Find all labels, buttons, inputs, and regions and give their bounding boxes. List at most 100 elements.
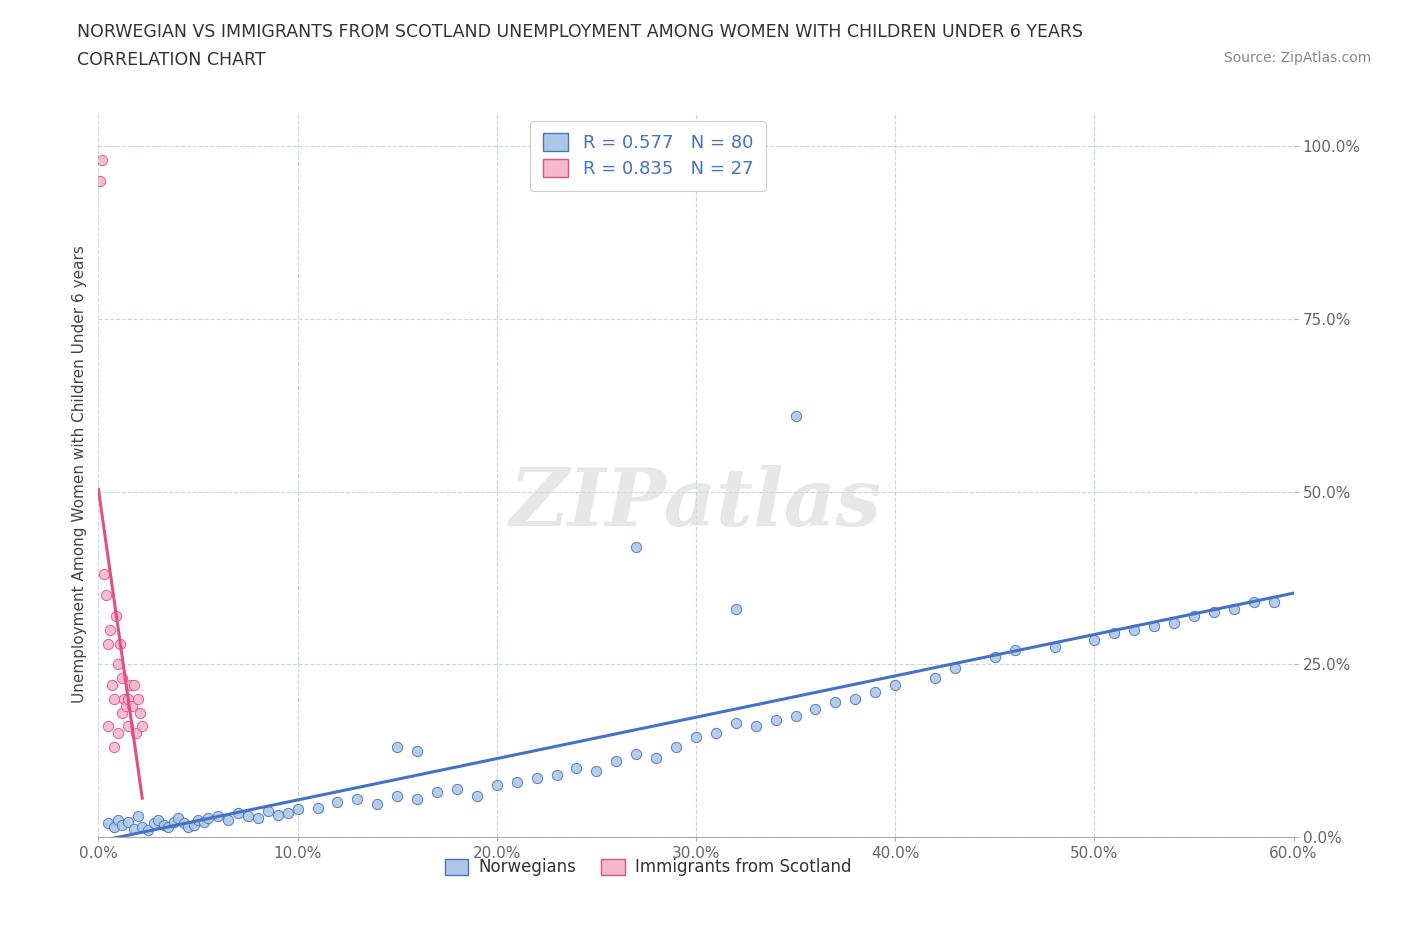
Point [117, 815, 139, 830]
Point [129, 705, 152, 720]
Point [246, 810, 269, 825]
Point [546, 767, 568, 782]
Point [585, 764, 607, 778]
Point [173, 816, 195, 830]
Point [465, 788, 488, 803]
Text: CORRELATION CHART: CORRELATION CHART [77, 51, 266, 69]
Point [97, 816, 120, 830]
Point [844, 691, 866, 706]
Point [143, 816, 166, 830]
Point [120, 678, 142, 693]
Point [326, 795, 349, 810]
Point [127, 691, 149, 706]
Point [103, 819, 125, 834]
Point [236, 809, 259, 824]
Point [865, 684, 887, 699]
Point [426, 785, 449, 800]
Point [121, 698, 143, 713]
Point [111, 705, 134, 720]
Point [267, 807, 290, 822]
Point [127, 809, 149, 824]
Point [605, 753, 627, 768]
Point [256, 804, 278, 818]
Point [1104, 626, 1126, 641]
Point [217, 812, 239, 827]
Text: NORWEGIAN VS IMMIGRANTS FROM SCOTLAND UNEMPLOYMENT AMONG WOMEN WITH CHILDREN UND: NORWEGIAN VS IMMIGRANTS FROM SCOTLAND UN… [77, 23, 1084, 41]
Point [943, 660, 966, 675]
Point [177, 819, 200, 834]
Point [704, 726, 727, 741]
Point [157, 819, 180, 834]
Point [277, 805, 299, 820]
Point [385, 788, 409, 803]
Point [89, 173, 111, 188]
Point [148, 812, 170, 827]
Point [685, 729, 707, 744]
Point [97, 719, 120, 734]
Text: ZIPatlas: ZIPatlas [510, 465, 882, 542]
Point [346, 791, 368, 806]
Point [124, 821, 146, 836]
Point [287, 802, 309, 817]
Point [115, 698, 138, 713]
Point [163, 815, 186, 830]
Point [724, 602, 747, 617]
Point [91, 153, 114, 167]
Point [1263, 594, 1285, 609]
Point [1123, 622, 1146, 637]
Point [485, 777, 508, 792]
Point [98, 622, 122, 637]
Point [1182, 608, 1205, 623]
Point [167, 810, 190, 825]
Point [153, 817, 176, 832]
Point [745, 719, 768, 734]
Point [183, 817, 205, 832]
Point [924, 671, 946, 685]
Point [526, 771, 548, 786]
Point [1243, 594, 1265, 609]
Point [406, 791, 429, 806]
Point [1083, 632, 1105, 647]
Point [96, 588, 118, 603]
Point [1004, 643, 1026, 658]
Point [1143, 618, 1166, 633]
Point [1163, 616, 1185, 631]
Point [307, 801, 329, 816]
Point [626, 539, 648, 554]
Point [197, 810, 219, 825]
Y-axis label: Unemployment Among Women with Children Under 6 years: Unemployment Among Women with Children U… [72, 246, 87, 703]
Point [117, 691, 139, 706]
Point [187, 812, 209, 827]
Point [626, 747, 648, 762]
Point [124, 678, 146, 693]
Legend: Norwegians, Immigrants from Scotland: Norwegians, Immigrants from Scotland [439, 852, 858, 883]
Point [125, 726, 148, 741]
Text: Source: ZipAtlas.com: Source: ZipAtlas.com [1223, 51, 1371, 65]
Point [565, 761, 588, 776]
Point [1223, 602, 1246, 617]
Point [984, 650, 1007, 665]
Point [193, 815, 215, 830]
Point [804, 702, 827, 717]
Point [785, 709, 807, 724]
Point [765, 712, 787, 727]
Point [446, 781, 468, 796]
Point [107, 726, 129, 741]
Point [112, 691, 135, 706]
Point [103, 739, 125, 754]
Point [724, 715, 747, 730]
Point [385, 739, 409, 754]
Point [645, 751, 668, 765]
Point [111, 671, 134, 685]
Point [131, 819, 153, 834]
Point [665, 739, 688, 754]
Point [97, 636, 120, 651]
Point [824, 695, 846, 710]
Point [101, 678, 124, 693]
Point [107, 812, 129, 827]
Point [366, 796, 388, 811]
Point [884, 678, 907, 693]
Point [93, 567, 115, 582]
Point [103, 691, 125, 706]
Point [107, 657, 129, 671]
